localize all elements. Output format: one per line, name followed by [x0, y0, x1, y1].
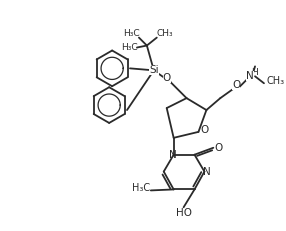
Text: N: N — [246, 71, 254, 81]
Text: CH₃: CH₃ — [156, 29, 173, 38]
Text: CH₃: CH₃ — [267, 76, 285, 86]
Text: H₃C: H₃C — [132, 183, 150, 193]
Text: N: N — [169, 150, 176, 160]
Text: O: O — [214, 143, 223, 153]
Text: N: N — [202, 167, 210, 176]
Text: Si: Si — [149, 65, 159, 75]
Text: HO: HO — [176, 208, 192, 218]
Text: H: H — [251, 68, 257, 77]
Text: H₃C: H₃C — [121, 43, 137, 52]
Text: H₃C: H₃C — [123, 29, 139, 38]
Text: O: O — [200, 125, 208, 135]
Text: O: O — [162, 73, 171, 83]
Text: O: O — [232, 80, 240, 90]
